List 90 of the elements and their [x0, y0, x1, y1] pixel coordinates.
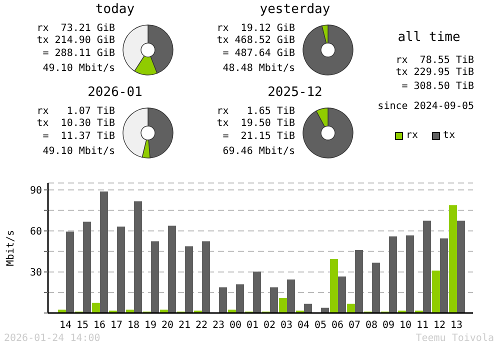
y-axis-title: Mbit/s	[6, 230, 17, 266]
bar	[126, 310, 134, 313]
bar	[347, 304, 355, 313]
chart-title: yesterday	[258, 2, 332, 17]
bar	[168, 226, 176, 313]
chart-title: 2026-01	[86, 85, 144, 100]
bar	[236, 284, 244, 313]
x-tick-label: 12	[433, 320, 446, 332]
legend-label: rx	[406, 130, 418, 141]
text: rx 78.55 TiB	[394, 55, 474, 66]
bar	[389, 236, 397, 313]
text: tx 229.95 TiB	[394, 67, 474, 78]
text: rx 73.21 GiB	[36, 23, 115, 34]
x-tick-label: 20	[161, 320, 174, 332]
text: tx 468.52 GiB	[216, 35, 295, 46]
bar	[202, 241, 210, 313]
legend-label: tx	[443, 130, 456, 141]
x-tick-label: 19	[144, 320, 157, 332]
x-tick-label: 11	[416, 320, 429, 332]
chart-title: today	[94, 2, 136, 17]
y-tick-label: 60	[30, 226, 42, 238]
bar	[185, 246, 193, 313]
x-tick-label: 16	[93, 320, 106, 332]
y-tick-label: 30	[30, 267, 42, 278]
x-tick-label: 23	[212, 320, 225, 332]
x-tick-label: 08	[365, 320, 378, 332]
text: rx 19.12 GiB	[216, 23, 295, 34]
bar	[432, 270, 440, 313]
x-tick-label: 21	[178, 320, 191, 332]
bar	[151, 241, 159, 313]
bar	[449, 205, 457, 313]
x-tick-label: 00	[229, 320, 242, 332]
text: = 11.37 TiB	[42, 131, 115, 142]
bar	[423, 220, 431, 313]
x-tick-label: 17	[110, 320, 123, 332]
bar	[330, 258, 338, 313]
y-tick-label: 90	[30, 185, 42, 196]
bar	[440, 238, 448, 313]
chart-title: 2025-12	[266, 85, 324, 100]
text: 48.48 Mbit/s	[222, 63, 295, 74]
text: 49.10 Mbit/s	[42, 146, 115, 157]
donut-slice	[302, 24, 354, 76]
x-tick-label: 15	[76, 320, 89, 332]
text: tx 214.90 GiB	[36, 35, 115, 46]
bar	[219, 287, 227, 313]
bar	[253, 272, 261, 313]
bar	[134, 201, 142, 313]
x-tick-label: 09	[382, 320, 395, 332]
bar	[372, 262, 380, 313]
text: rx 1.65 TiB	[216, 106, 295, 117]
text: 49.10 Mbit/s	[42, 63, 115, 74]
x-tick-label: 13	[450, 320, 463, 332]
x-tick-label: 04	[297, 320, 310, 332]
bar	[304, 304, 312, 313]
x-tick-label: 22	[195, 320, 208, 332]
text: all time	[396, 30, 462, 45]
x-tick-label: 14	[59, 320, 72, 332]
x-tick-label: 02	[263, 320, 276, 332]
bar	[270, 287, 278, 313]
text: = 308.50 TiB	[400, 81, 474, 92]
text: = 487.64 GiB	[222, 48, 295, 59]
text: = 21.15 TiB	[222, 131, 295, 142]
bar	[83, 222, 91, 313]
bar	[406, 235, 414, 313]
x-tick-label: 06	[331, 320, 344, 332]
x-tick-label: 07	[348, 320, 361, 332]
bar	[228, 310, 236, 313]
bar	[58, 310, 66, 313]
bar	[457, 220, 465, 313]
bar	[117, 226, 125, 313]
text: = 288.11 GiB	[42, 48, 115, 59]
bar	[338, 276, 346, 313]
text: 69.46 Mbit/s	[222, 146, 295, 157]
text: tx 19.50 TiB	[216, 118, 295, 129]
text: since 2024-09-05	[376, 101, 474, 112]
x-tick-label: 03	[280, 320, 293, 332]
bar	[279, 298, 287, 313]
bar	[92, 302, 100, 313]
x-tick-label: 01	[246, 320, 259, 332]
x-tick-label: 18	[127, 320, 140, 332]
bar	[355, 250, 363, 313]
bar	[160, 310, 168, 313]
bar	[66, 232, 74, 313]
x-tick-label: 10	[399, 320, 412, 332]
donut-slice	[302, 108, 354, 158]
bar	[287, 279, 295, 313]
text: rx 1.07 TiB	[36, 106, 115, 117]
x-tick-label: 05	[314, 320, 327, 332]
bar	[100, 191, 108, 313]
text: tx 10.30 TiB	[36, 118, 115, 129]
